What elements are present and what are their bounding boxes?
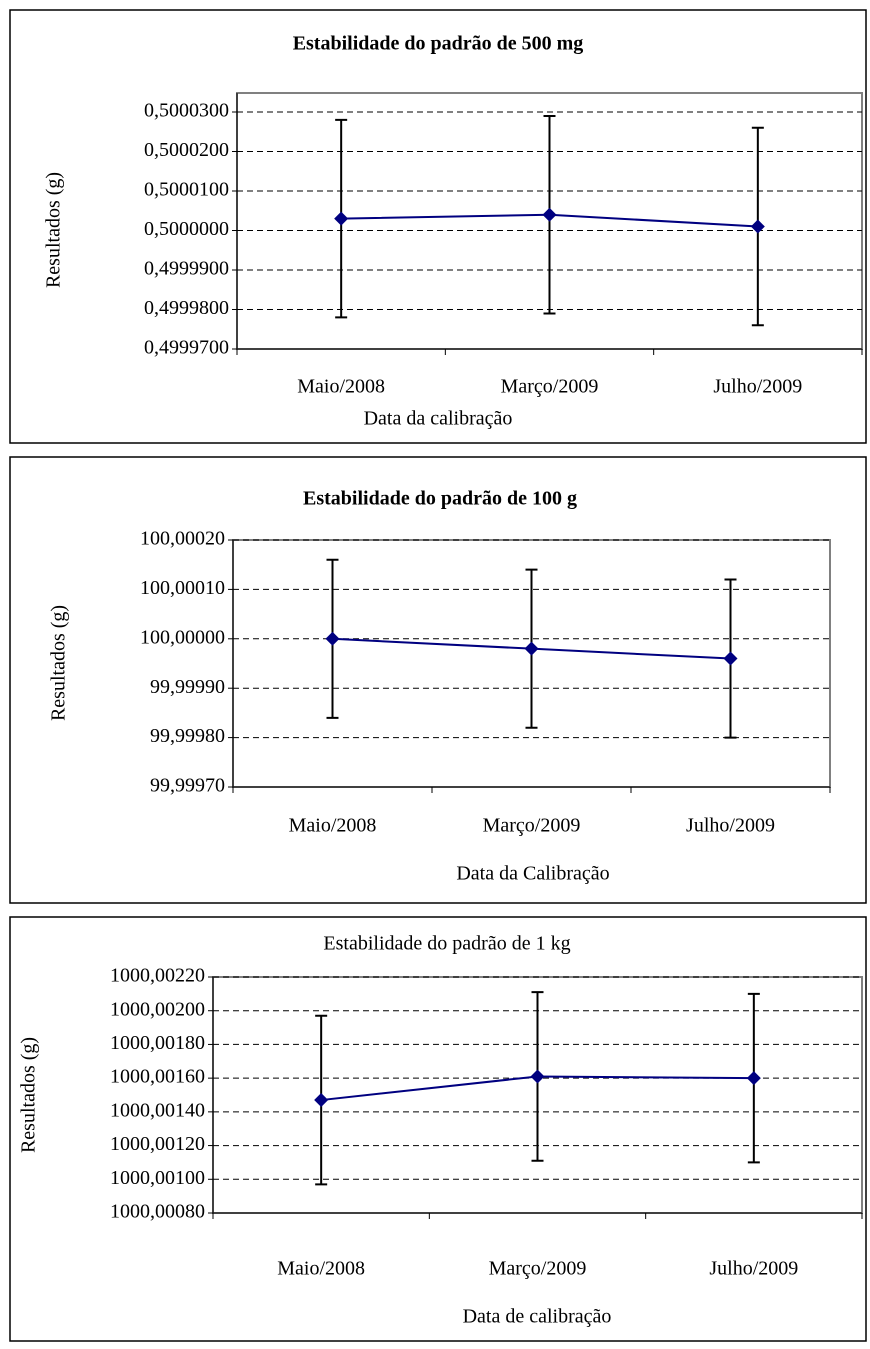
chart-title: Estabilidade do padrão de 100 g bbox=[303, 488, 577, 510]
x-axis-title: Data da Calibração bbox=[456, 863, 609, 885]
x-tick-label: Julho/2009 bbox=[713, 376, 802, 398]
y-tick-label: 0,5000200 bbox=[144, 139, 229, 161]
y-tick-label: 1000,00220 bbox=[110, 965, 205, 987]
chart-frame bbox=[9, 916, 867, 1342]
x-tick-label: Março/2009 bbox=[501, 376, 599, 398]
y-tick-label: 100,00000 bbox=[140, 626, 225, 648]
x-tick-label: Maio/2008 bbox=[277, 1258, 365, 1280]
marker bbox=[325, 631, 340, 646]
y-tick-label: 0,5000100 bbox=[144, 179, 229, 201]
marker bbox=[723, 651, 738, 666]
x-tick-label: Março/2009 bbox=[489, 1258, 587, 1280]
y-tick-label: 1000,00160 bbox=[110, 1066, 205, 1088]
y-tick-label: 1000,00200 bbox=[110, 998, 205, 1020]
y-tick-label: 0,4999800 bbox=[144, 297, 229, 319]
y-tick-label: 1000,00100 bbox=[110, 1167, 205, 1189]
marker bbox=[750, 219, 765, 234]
marker bbox=[334, 211, 349, 226]
y-tick-label: 99,99990 bbox=[150, 676, 225, 698]
x-tick-label: Julho/2009 bbox=[686, 815, 775, 837]
y-axis-title: Resultados (g) bbox=[48, 605, 70, 721]
marker bbox=[314, 1093, 329, 1108]
y-tick-label: 99,99980 bbox=[150, 725, 225, 747]
y-tick-label: 1000,00180 bbox=[110, 1032, 205, 1054]
marker bbox=[542, 207, 557, 222]
chart-frame bbox=[9, 456, 867, 904]
y-tick-label: 100,00020 bbox=[140, 528, 225, 550]
y-tick-label: 1000,00120 bbox=[110, 1133, 205, 1155]
chart-title: Estabilidade do padrão de 1 kg bbox=[323, 933, 570, 955]
y-axis-title: Resultados (g) bbox=[43, 172, 65, 288]
x-tick-label: Maio/2008 bbox=[289, 815, 377, 837]
x-tick-label: Julho/2009 bbox=[709, 1258, 798, 1280]
marker bbox=[746, 1071, 761, 1086]
y-tick-label: 100,00010 bbox=[140, 577, 225, 599]
chart-title: Estabilidade do padrão de 500 mg bbox=[293, 33, 584, 55]
marker bbox=[530, 1069, 545, 1084]
x-tick-label: Maio/2008 bbox=[297, 376, 385, 398]
y-tick-label: 0,4999700 bbox=[144, 337, 229, 359]
y-tick-label: 0,5000000 bbox=[144, 218, 229, 240]
y-tick-label: 1000,00140 bbox=[110, 1099, 205, 1121]
y-tick-label: 1000,00080 bbox=[110, 1201, 205, 1223]
x-axis-title: Data da calibração bbox=[364, 408, 513, 430]
chart-frame bbox=[9, 9, 867, 444]
y-tick-label: 99,99970 bbox=[150, 775, 225, 797]
y-tick-label: 0,4999900 bbox=[144, 258, 229, 280]
y-tick-label: 0,5000300 bbox=[144, 100, 229, 122]
x-tick-label: Março/2009 bbox=[483, 815, 581, 837]
x-axis-title: Data de calibração bbox=[463, 1306, 612, 1328]
y-axis-title: Resultados (g) bbox=[18, 1037, 40, 1153]
marker bbox=[524, 641, 539, 656]
